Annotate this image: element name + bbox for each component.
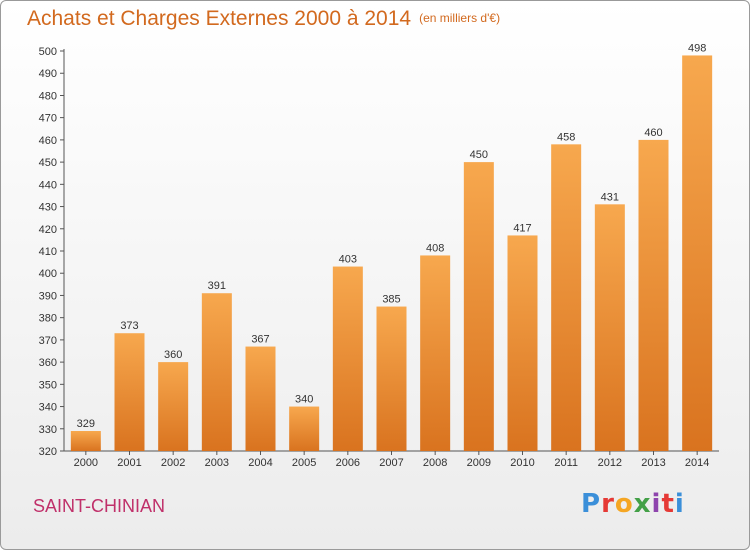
y-tick-label: 330 [39, 424, 57, 436]
value-label-2012: 431 [601, 191, 619, 203]
y-tick-label: 320 [39, 446, 57, 458]
y-tick-label: 370 [39, 335, 57, 347]
value-label-2009: 450 [470, 149, 488, 161]
value-label-2002: 360 [164, 349, 182, 361]
city-name: SAINT-CHINIAN [33, 496, 166, 516]
x-tick-label-2010: 2010 [510, 457, 534, 469]
y-tick-label: 380 [39, 313, 57, 325]
chart-subtitle: (en milliers d'€) [419, 11, 501, 25]
value-label-2005: 340 [295, 394, 313, 406]
value-label-2008: 408 [426, 242, 444, 254]
x-tick-label-2012: 2012 [598, 457, 622, 469]
value-label-2006: 403 [339, 254, 357, 266]
value-label-2004: 367 [251, 334, 269, 346]
value-label-2011: 458 [557, 131, 575, 143]
x-tick-label-2009: 2009 [467, 457, 491, 469]
y-tick-label: 420 [39, 224, 57, 236]
y-tick-label: 460 [39, 135, 57, 147]
bar-2013 [638, 139, 669, 451]
logo-letter: r [601, 489, 615, 519]
chart-title: Achats et Charges Externes 2000 à 2014 (e… [27, 7, 500, 31]
y-tick-label: 340 [39, 402, 57, 414]
y-tick-label: 500 [39, 46, 57, 58]
value-label-2010: 417 [513, 222, 531, 234]
bar-2010 [507, 235, 538, 451]
bar-2006 [332, 266, 363, 451]
logo-letter: o [614, 489, 634, 519]
value-label-2007: 385 [382, 294, 400, 306]
value-label-2003: 391 [208, 280, 226, 292]
bar-2004 [245, 346, 276, 451]
x-tick-label-2011: 2011 [554, 457, 578, 469]
logo-letter: x [633, 489, 652, 519]
x-tick-label-2002: 2002 [161, 457, 185, 469]
x-tick-label-2000: 2000 [74, 457, 98, 469]
bar-2012 [594, 204, 625, 451]
bar-2011 [551, 144, 582, 452]
x-tick-label-2006: 2006 [336, 457, 360, 469]
value-label-2014: 498 [688, 42, 706, 54]
bar-2001 [114, 333, 145, 451]
proxiti-logo: Proxiti [581, 489, 685, 519]
x-tick-label-2014: 2014 [685, 457, 709, 469]
logo-letter: i [674, 489, 685, 519]
logo-letter: P [581, 489, 602, 519]
x-tick-label-2003: 2003 [205, 457, 229, 469]
bar-chart: 320 330 340 350 360 370 380 390 400 410 420 430 440 4… [39, 42, 719, 469]
y-tick-label: 450 [39, 157, 57, 169]
x-tick-label-2013: 2013 [641, 457, 665, 469]
bar-2005 [289, 406, 320, 451]
y-tick-label: 480 [39, 90, 57, 102]
y-tick-label: 360 [39, 357, 57, 369]
value-label-2001: 373 [120, 320, 138, 332]
value-label-2000: 329 [77, 418, 95, 430]
y-tick-label: 390 [39, 290, 57, 302]
y-tick-label: 400 [39, 268, 57, 280]
logo-letter: i [651, 489, 662, 519]
bar-2000 [70, 431, 101, 451]
bar-2002 [158, 362, 189, 451]
y-tick-label: 350 [39, 379, 57, 391]
y-tick-label: 430 [39, 202, 57, 214]
bar-2009 [463, 162, 494, 451]
x-tick-label-2008: 2008 [423, 457, 447, 469]
bars: 329 373 360 391 367 340 403 385 408 450 417 458 431 4… [70, 42, 713, 452]
bar-2008 [420, 255, 451, 451]
logo-letter: t [661, 489, 675, 519]
bar-2007 [376, 306, 407, 451]
y-tick-label: 470 [39, 113, 57, 125]
x-tick-label-2005: 2005 [292, 457, 316, 469]
y-tick-label: 410 [39, 246, 57, 258]
y-tick-label: 490 [39, 68, 57, 80]
x-tick-label-2004: 2004 [248, 457, 272, 469]
chart-title-text: Achats et Charges Externes 2000 à 2014 [27, 7, 412, 30]
bar-2014 [682, 55, 713, 451]
x-tick-label-2007: 2007 [379, 457, 403, 469]
x-tick-label-2001: 2001 [117, 457, 141, 469]
bar-2003 [201, 293, 232, 451]
y-tick-label: 440 [39, 179, 57, 191]
value-label-2013: 460 [644, 127, 662, 139]
